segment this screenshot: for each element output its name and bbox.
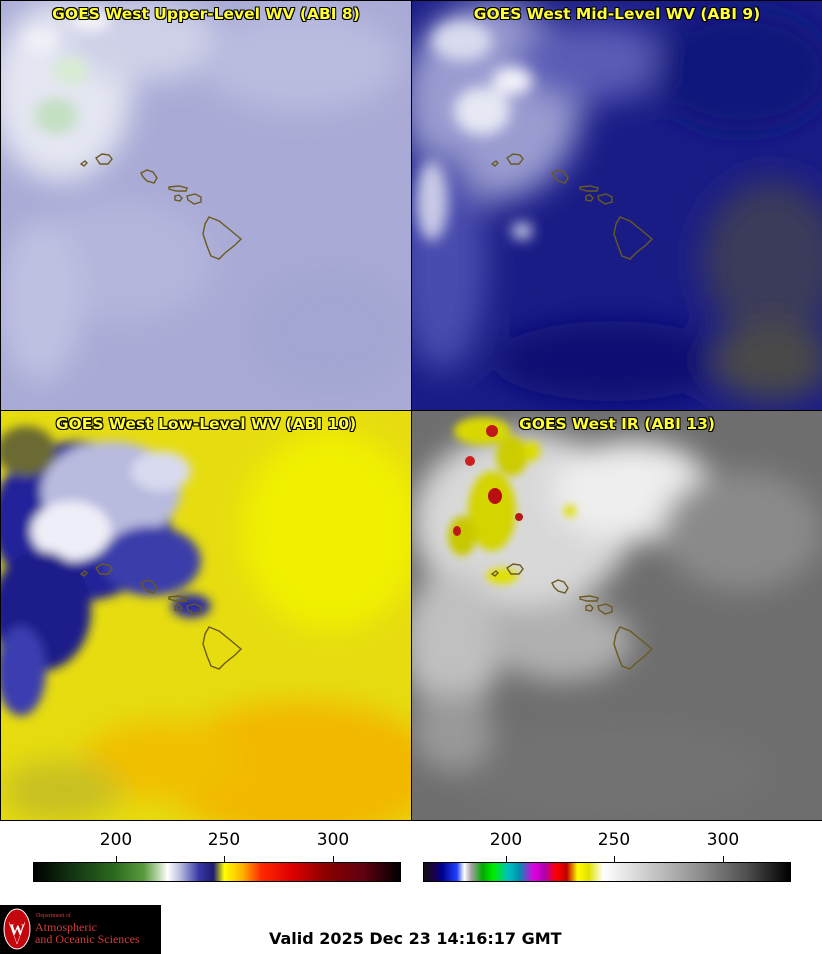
- tick-label-300: 300: [316, 830, 350, 850]
- ir-colorbar: 200 250 300: [423, 826, 791, 882]
- panel-title: GOES West Upper-Level WV (ABI 8): [52, 5, 360, 23]
- low-level-wv-image: [1, 411, 411, 820]
- coastline-outlines: [490, 153, 654, 260]
- valid-timestamp: Valid 2025 Dec 23 14:16:17 GMT: [269, 929, 562, 948]
- upper-level-wv-image: [1, 1, 411, 410]
- tick-mark: [333, 856, 334, 862]
- tick-mark: [723, 856, 724, 862]
- tick-label-300: 300: [706, 830, 740, 850]
- panel-upper-level-wv: GOES West Upper-Level WV (ABI 8): [0, 0, 412, 411]
- logo-line2: and Oceanic Sciences: [35, 932, 140, 946]
- cold-cloud-tops: [453, 425, 523, 536]
- tick-mark: [506, 856, 507, 862]
- tick-mark: [224, 856, 225, 862]
- wv-colorbar: 200 250 300: [33, 826, 401, 882]
- colorbar-gradient: [33, 862, 401, 882]
- tick-label-200: 200: [489, 830, 523, 850]
- colorbar-ticks: 200 250 300: [33, 826, 401, 862]
- tick-label-250: 250: [597, 830, 631, 850]
- logo-line1: Atmospheric: [35, 920, 97, 934]
- panel-mid-level-wv: GOES West Mid-Level WV (ABI 9): [411, 0, 822, 411]
- aos-logo: W Department of Atmospheric and Oceanic …: [0, 905, 161, 954]
- crest-letter: W: [9, 922, 25, 939]
- tick-label-200: 200: [99, 830, 133, 850]
- panel-title: GOES West Mid-Level WV (ABI 9): [473, 5, 761, 23]
- panel-title: GOES West IR (ABI 13): [519, 415, 715, 433]
- mid-level-wv-image: [412, 1, 822, 410]
- tick-mark: [116, 856, 117, 862]
- coastline-outlines: [79, 563, 243, 670]
- panel-title: GOES West Low-Level WV (ABI 10): [55, 415, 357, 433]
- tick-label-250: 250: [207, 830, 241, 850]
- colorbar-gradient: [423, 862, 791, 882]
- colorbar-ticks: 200 250 300: [423, 826, 791, 862]
- tick-mark: [614, 856, 615, 862]
- coastline-outlines: [490, 563, 654, 670]
- panel-ir: GOES West IR (ABI 13): [411, 410, 822, 821]
- coastline-outlines: [79, 153, 243, 260]
- dept-label: Department of: [36, 913, 71, 919]
- ir-image: [412, 411, 822, 820]
- uw-crest-icon: W: [3, 908, 31, 950]
- panel-low-level-wv: GOES West Low-Level WV (ABI 10): [0, 410, 412, 821]
